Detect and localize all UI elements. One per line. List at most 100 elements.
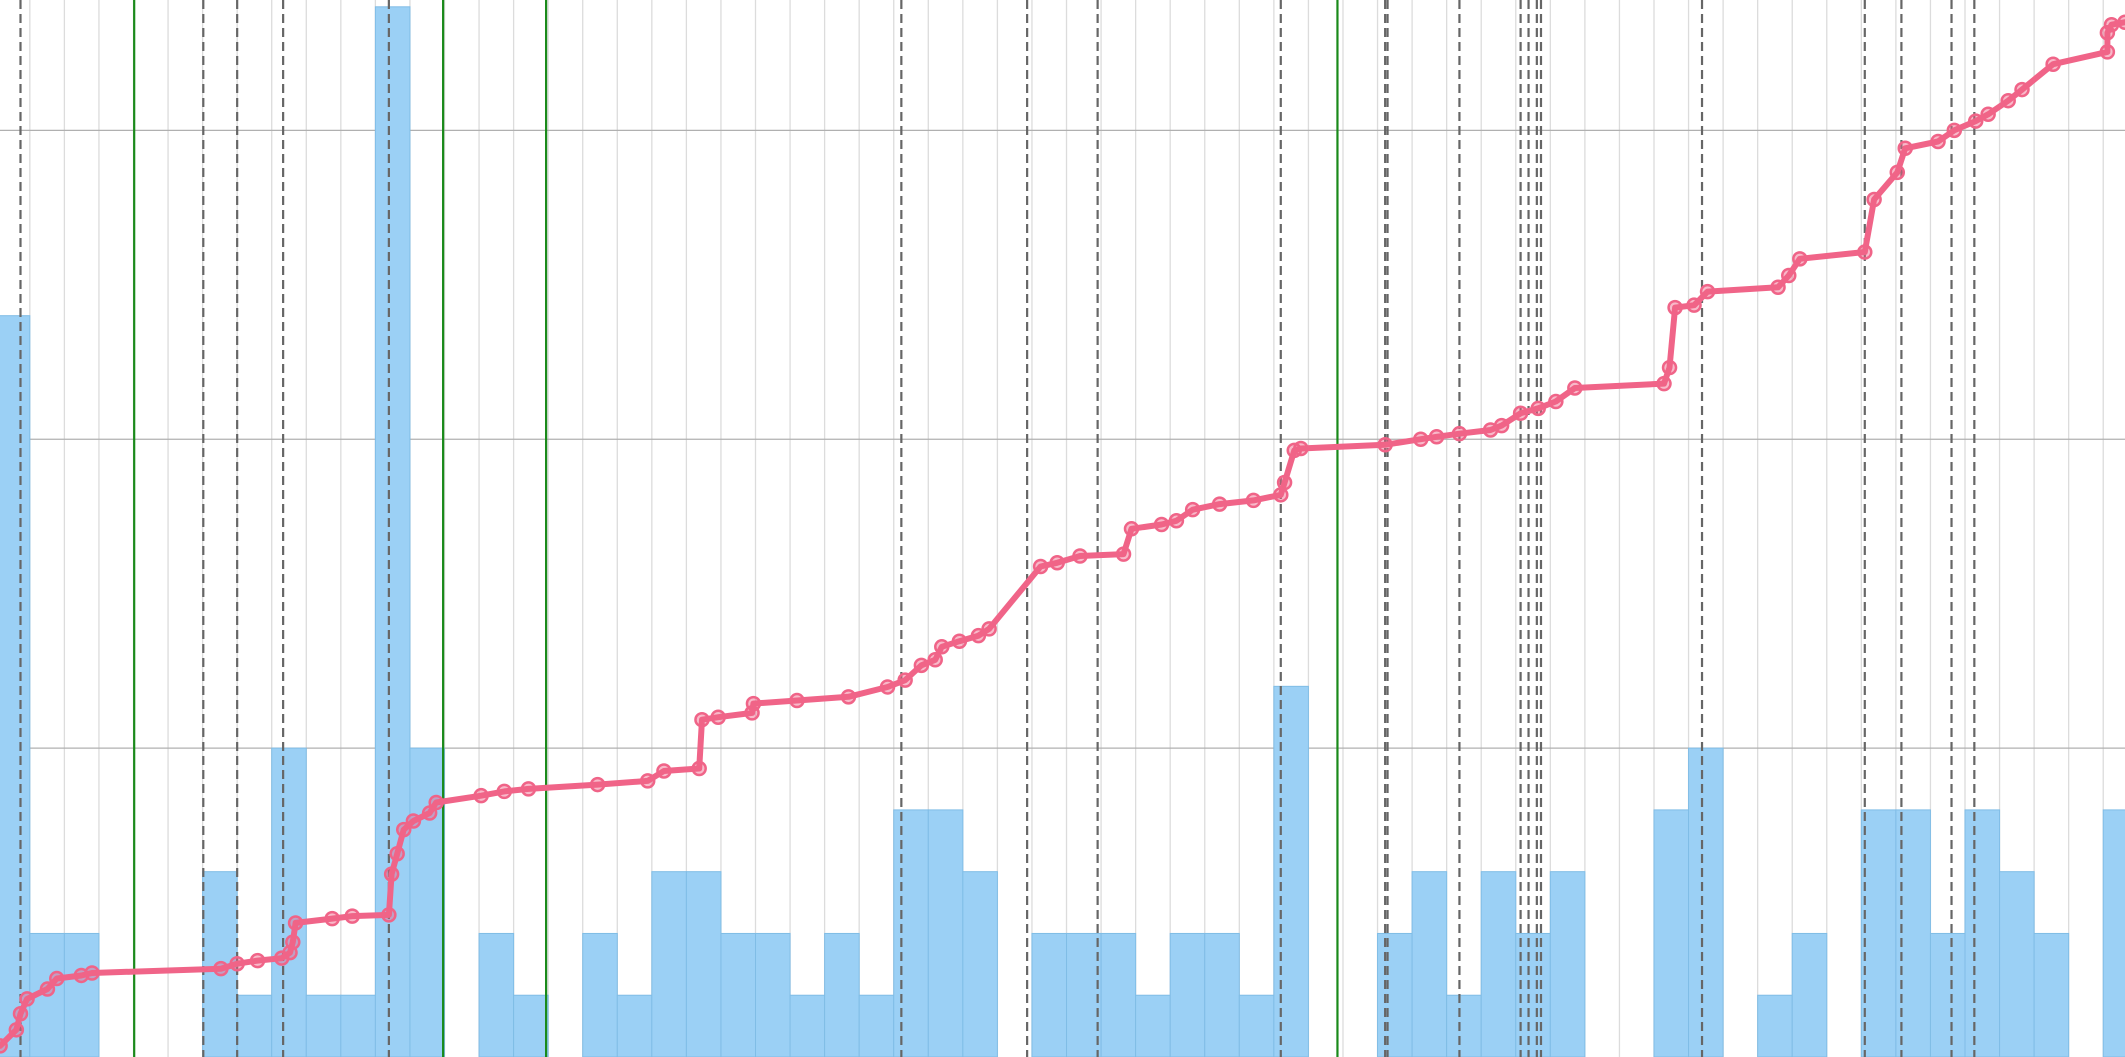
histogram-bar: [858, 994, 895, 1057]
line-point: [1699, 283, 1716, 300]
histogram-bar: [1964, 809, 2001, 1057]
line-point: [913, 657, 930, 674]
line-point: [395, 821, 412, 838]
line-point: [2000, 92, 2016, 109]
line-point: [1049, 555, 1065, 571]
line-point: [285, 934, 301, 950]
histogram-bar: [927, 809, 964, 1057]
line-point: [1781, 267, 1797, 284]
histogram-bar: [1238, 994, 1275, 1057]
histogram-bar: [1411, 871, 1448, 1057]
line-point: [1072, 548, 1088, 564]
line-point: [1377, 437, 1393, 453]
line-point: [1493, 417, 1510, 434]
line-point: [1276, 474, 1293, 491]
line-point: [383, 866, 400, 882]
line-point: [1245, 492, 1262, 509]
line-point: [1656, 375, 1672, 392]
histogram-bar: [1480, 871, 1517, 1057]
histogram-bar: [1549, 871, 1586, 1057]
histogram-bar: [824, 932, 860, 1057]
line-point: [951, 633, 968, 649]
line-point: [229, 955, 245, 972]
line-point: [745, 695, 762, 712]
line-point: [1897, 140, 1913, 157]
line-point: [2014, 81, 2030, 98]
line-point: [381, 907, 397, 923]
line-point: [1946, 122, 1963, 139]
histogram-bar: [0, 315, 31, 1057]
histogram-bar: [582, 932, 618, 1057]
histogram-bar: [616, 994, 653, 1057]
line-point: [1967, 113, 1984, 129]
line-point: [2045, 56, 2061, 72]
line-point: [1661, 359, 1678, 376]
line-point: [934, 639, 950, 655]
line-point: [1123, 521, 1140, 537]
histogram-bar: [755, 932, 791, 1057]
line-point: [1548, 393, 1564, 410]
line-point: [1032, 558, 1049, 575]
histogram-bar: [962, 871, 998, 1057]
line-point: [981, 621, 997, 637]
histogram-bar: [1031, 932, 1068, 1057]
line-point: [520, 781, 537, 797]
line-point: [12, 1006, 29, 1022]
histogram-bar: [1100, 932, 1137, 1057]
line-point: [897, 672, 913, 688]
line-point: [1211, 496, 1228, 512]
line-point: [1792, 251, 1808, 267]
histogram-bar: [236, 994, 273, 1057]
line-point: [639, 773, 656, 789]
line-point: [8, 1022, 25, 1038]
line-point: [1168, 513, 1185, 529]
line-point: [1273, 487, 1289, 503]
line-point: [213, 960, 229, 977]
histogram-bar: [513, 994, 549, 1057]
histogram-bar: [305, 994, 342, 1057]
histogram-bar: [1446, 994, 1482, 1057]
line-point: [1293, 440, 1309, 457]
cumulative-line: [0, 19, 2125, 1049]
line-point: [389, 846, 405, 862]
line-point: [49, 970, 65, 987]
histogram-bar: [651, 871, 687, 1057]
line-point: [1866, 191, 1882, 208]
histogram-bar: [1204, 932, 1240, 1057]
line-point: [691, 760, 707, 777]
line-point: [1930, 133, 1946, 150]
line-point: [1667, 299, 1683, 316]
line-point: [1512, 405, 1529, 422]
line-point: [287, 915, 304, 931]
histogram-bar: [685, 871, 722, 1057]
histogram-bar: [1999, 871, 2035, 1057]
line-point: [1153, 516, 1170, 533]
histogram-bar: [1169, 932, 1206, 1057]
line-point: [405, 813, 422, 829]
line-point: [2099, 24, 2116, 41]
histogram-bar: [1757, 994, 1793, 1057]
line-point: [39, 981, 56, 997]
line-point: [1451, 425, 1468, 442]
histogram-bar: [2102, 809, 2125, 1057]
line-point: [879, 679, 896, 695]
histogram-bar: [1653, 809, 1690, 1057]
histogram-bar: [1273, 685, 1309, 1057]
histogram-bar: [478, 932, 515, 1057]
histogram-bar: [1860, 809, 1897, 1057]
line-point: [840, 689, 857, 705]
histogram-bar: [271, 747, 307, 1057]
line-point: [927, 652, 943, 668]
line-point: [0, 1038, 8, 1054]
line-point: [344, 908, 360, 924]
line-point: [473, 787, 489, 804]
line-point: [1530, 400, 1546, 417]
histogram-bar: [1688, 747, 1724, 1057]
line-point: [19, 991, 35, 1007]
line-point: [1889, 164, 1906, 181]
histogram-bar: [202, 871, 238, 1057]
line-point: [1184, 501, 1201, 518]
line-point: [1412, 431, 1429, 447]
histogram-bar: [720, 932, 757, 1057]
